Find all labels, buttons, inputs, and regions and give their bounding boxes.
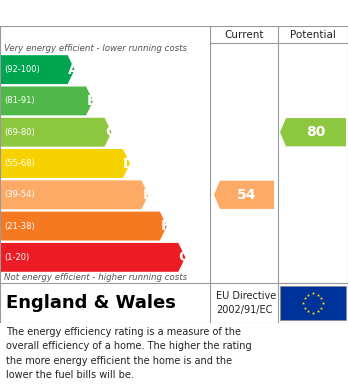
Polygon shape xyxy=(214,181,274,209)
Text: (81-91): (81-91) xyxy=(4,97,34,106)
Text: (1-20): (1-20) xyxy=(4,253,29,262)
Text: C: C xyxy=(105,125,116,139)
Text: (92-100): (92-100) xyxy=(4,65,40,74)
Polygon shape xyxy=(0,118,112,147)
Text: Not energy efficient - higher running costs: Not energy efficient - higher running co… xyxy=(4,273,187,283)
Text: F: F xyxy=(161,219,171,233)
Text: Current: Current xyxy=(224,29,264,39)
Text: Energy Efficiency Rating: Energy Efficiency Rating xyxy=(8,5,229,20)
Text: A: A xyxy=(68,63,79,77)
Text: B: B xyxy=(87,94,97,108)
Text: 54: 54 xyxy=(237,188,257,202)
Polygon shape xyxy=(0,149,130,178)
Text: (21-38): (21-38) xyxy=(4,222,35,231)
Text: The energy efficiency rating is a measure of the
overall efficiency of a home. T: The energy efficiency rating is a measur… xyxy=(6,327,252,380)
Text: England & Wales: England & Wales xyxy=(6,294,176,312)
Polygon shape xyxy=(0,243,185,272)
Text: 80: 80 xyxy=(306,125,326,139)
Polygon shape xyxy=(0,212,167,240)
Bar xyxy=(280,286,346,320)
Polygon shape xyxy=(280,118,346,146)
Text: (55-68): (55-68) xyxy=(4,159,35,168)
Text: D: D xyxy=(123,156,135,170)
Text: (69-80): (69-80) xyxy=(4,128,35,137)
Text: G: G xyxy=(179,250,190,264)
Polygon shape xyxy=(0,180,149,209)
Text: Potential: Potential xyxy=(290,29,336,39)
Text: E: E xyxy=(143,188,152,202)
Text: (39-54): (39-54) xyxy=(4,190,34,199)
Polygon shape xyxy=(0,55,75,84)
Text: Very energy efficient - lower running costs: Very energy efficient - lower running co… xyxy=(4,44,187,53)
Text: EU Directive
2002/91/EC: EU Directive 2002/91/EC xyxy=(216,291,276,315)
Polygon shape xyxy=(0,86,93,115)
